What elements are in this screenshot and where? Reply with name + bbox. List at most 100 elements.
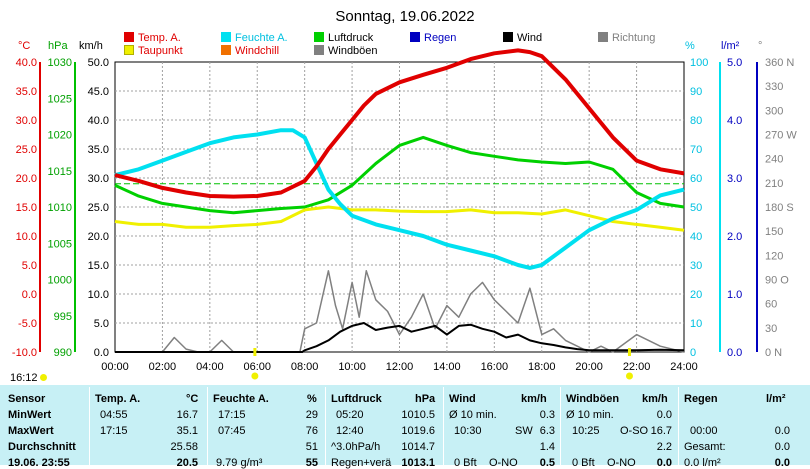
wind-tick-label: 40.0 bbox=[88, 115, 109, 127]
direction-tick-label: 360 N bbox=[765, 57, 794, 69]
pressure-tick-label: 1000 bbox=[48, 275, 72, 287]
wind-tick-label: 20.0 bbox=[88, 231, 109, 243]
sun-marker-icon bbox=[625, 372, 633, 380]
pressure-min-time: 05:20 bbox=[336, 409, 364, 421]
wind-max-value: 6.3 bbox=[539, 425, 555, 437]
wind-header: Wind bbox=[449, 393, 476, 405]
rain-tick-label: 2.0 bbox=[727, 231, 742, 243]
temp-tick-label: -10.0 bbox=[12, 347, 37, 359]
x-tick-label: 16:00 bbox=[481, 361, 509, 373]
legend-windchill: Windchill bbox=[221, 45, 279, 57]
humidity-tick-label: 50 bbox=[690, 202, 702, 214]
direction-tick-label: 0 N bbox=[765, 347, 782, 359]
wind-tick-label: 15.0 bbox=[88, 260, 109, 272]
rain-total-value: 0.0 bbox=[774, 441, 790, 453]
temp-current-value: 20.5 bbox=[176, 457, 198, 469]
rain-header: Regen bbox=[684, 393, 718, 405]
rain-tick-label: 0.0 bbox=[727, 347, 742, 359]
sun-marker-icon bbox=[40, 374, 47, 381]
x-tick-label: 10:00 bbox=[338, 361, 366, 373]
gusts-avg10-label: Ø 10 min. bbox=[566, 409, 614, 421]
column-divider bbox=[443, 387, 444, 465]
rain-tick-label: 3.0 bbox=[727, 173, 742, 185]
x-tick-label: 22:00 bbox=[623, 361, 651, 373]
x-tick-label: 14:00 bbox=[433, 361, 461, 373]
pressure-max-value: 1019.6 bbox=[401, 425, 435, 437]
wind-unit: km/h bbox=[79, 40, 103, 52]
humidity-max-value: 76 bbox=[305, 425, 318, 437]
wind-bft: 0 Bft bbox=[454, 457, 477, 469]
sun-marker-icon bbox=[251, 372, 259, 380]
wind-tick-label: 0.0 bbox=[94, 347, 109, 359]
chart-plot-area bbox=[114, 48, 685, 380]
direction-tick-label: 330 bbox=[765, 81, 783, 93]
gusts-unit-header: km/h bbox=[642, 393, 668, 405]
x-tick-label: 06:00 bbox=[243, 361, 271, 373]
humidity-tick-label: 80 bbox=[690, 115, 702, 127]
pressure-tick-label: 1015 bbox=[48, 166, 72, 178]
humidity-tick-label: 40 bbox=[690, 231, 702, 243]
humidity-current-value: 55 bbox=[305, 457, 318, 469]
temp-max-time: 17:15 bbox=[100, 425, 128, 437]
humidity-tick-label: 10 bbox=[690, 318, 702, 330]
x-tick-label: 00:00 bbox=[101, 361, 129, 373]
temp-tick-label: 20.0 bbox=[16, 173, 37, 185]
temp-tick-label: 5.0 bbox=[22, 260, 37, 272]
sun-tick-marker bbox=[253, 348, 257, 356]
column-divider bbox=[89, 387, 90, 465]
temp-min-time: 04:55 bbox=[100, 409, 128, 421]
humidity-tick-label: 60 bbox=[690, 173, 702, 185]
column-divider bbox=[678, 387, 679, 465]
weather-chart: Sonntag, 19.06.2022 -10.0 -5.0 0.0 5.0 10.0 1… bbox=[12, 8, 797, 380]
rain-unit-header: l/m² bbox=[766, 393, 786, 405]
temp-header: Temp. A. bbox=[95, 393, 141, 405]
temp-tick-label: 30.0 bbox=[16, 115, 37, 127]
wind-tick-label: 5.0 bbox=[94, 318, 109, 330]
direction-tick-label: 210 bbox=[765, 178, 783, 190]
humidity-header: Feuchte A. bbox=[213, 393, 269, 405]
direction-tick-label: 90 O bbox=[765, 275, 789, 287]
chart-axes: -10.0 -5.0 0.0 5.0 10.0 15.0 20.0 25.0 30.0 35.0 4… bbox=[12, 57, 797, 359]
pressure-tick-label: 1030 bbox=[48, 57, 72, 69]
wind-max-time: 10:30 bbox=[454, 425, 482, 437]
rain-tick-label: 5.0 bbox=[727, 57, 742, 69]
legend-wind: Wind bbox=[503, 32, 542, 44]
pressure-tick-label: 1020 bbox=[48, 130, 72, 142]
rain-max-time: 00:00 bbox=[690, 425, 718, 437]
x-axis-labels: 00:00 02:00 04:00 06:00 08:00 10:00 12:00 14:00… bbox=[101, 361, 698, 373]
series-line-feuchte-a bbox=[114, 128, 685, 270]
chart-grid bbox=[114, 61, 685, 353]
gusts-max-dir: O-SO bbox=[620, 425, 649, 437]
rain-tick-label: 4.0 bbox=[727, 115, 742, 127]
legend-pressure: Luftdruck bbox=[314, 32, 373, 44]
humidity-unit-header: % bbox=[307, 393, 317, 405]
x-tick-label: 18:00 bbox=[528, 361, 556, 373]
sun-tick-marker bbox=[627, 348, 631, 356]
pressure-current-value: 1013.1 bbox=[401, 457, 435, 469]
temp-unit-header: °C bbox=[186, 393, 199, 405]
humidity-tick-label: 70 bbox=[690, 144, 702, 156]
pressure-tick-label: 1025 bbox=[48, 93, 72, 105]
wind-avg10-label: Ø 10 min. bbox=[449, 409, 497, 421]
series-line-wind bbox=[115, 322, 685, 353]
humidity-tick-label: 90 bbox=[690, 86, 702, 98]
pressure-tick-label: 995 bbox=[54, 311, 72, 323]
humidity-min-value: 29 bbox=[305, 409, 318, 421]
rain-unit: l/m² bbox=[721, 40, 740, 52]
direction-tick-label: 270 W bbox=[765, 130, 797, 142]
series-line-temp-a bbox=[114, 48, 685, 199]
temp-tick-label: 35.0 bbox=[16, 86, 37, 98]
wind-avg10-value: 0.3 bbox=[539, 409, 555, 421]
row-label-avg: Durchschnitt bbox=[8, 441, 76, 453]
x-tick-label: 08:00 bbox=[291, 361, 319, 373]
temp-avg-value: 25.58 bbox=[170, 441, 198, 453]
wind-max-dir: SW bbox=[515, 425, 533, 437]
gusts-bft: 0 Bft bbox=[572, 457, 595, 469]
humidity-abs-value: 9.79 g/m³ bbox=[216, 457, 263, 469]
pressure-header: Luftdruck bbox=[331, 393, 382, 405]
pressure-avg-value: 1014.7 bbox=[401, 441, 435, 453]
temp-max-value: 35.1 bbox=[176, 425, 198, 437]
gusts-header: Windböen bbox=[566, 393, 620, 405]
row-label-max: MaxWert bbox=[8, 425, 54, 437]
temp-min-value: 16.7 bbox=[176, 409, 198, 421]
